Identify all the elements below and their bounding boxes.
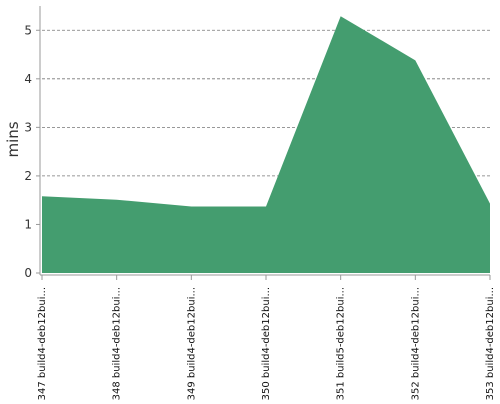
- x-tick-label: #349 build4-deb12bui...: [186, 287, 197, 400]
- y-axis-label: mins: [4, 121, 22, 157]
- area-series: [42, 16, 490, 273]
- axes: [36, 6, 491, 280]
- y-tick-label: 3: [24, 120, 32, 134]
- x-tick-label: #351 build5-deb12bui...: [336, 287, 347, 400]
- x-tick-label: #350 build4-deb12bui...: [261, 287, 272, 400]
- x-tick-label: #353 build4-deb12bui...: [485, 287, 496, 400]
- y-tick-label: 4: [24, 72, 32, 86]
- x-tick-label: #352 build4-deb12bui...: [410, 287, 421, 400]
- x-tick-label: #347 build4-deb12bui...: [37, 287, 48, 400]
- y-tick-label: 2: [24, 169, 32, 183]
- x-tick-labels: #347 build4-deb12bui... #348 build4-deb12…: [37, 287, 496, 404]
- y-tick-label: 5: [24, 23, 32, 37]
- area-fill: [42, 16, 490, 273]
- x-tick-label: #348 build4-deb12bui...: [112, 287, 123, 400]
- y-tick-labels: 0 1 2 3 4 5: [24, 23, 32, 280]
- y-tick-label: 0: [24, 266, 32, 280]
- y-tick-label: 1: [24, 217, 32, 231]
